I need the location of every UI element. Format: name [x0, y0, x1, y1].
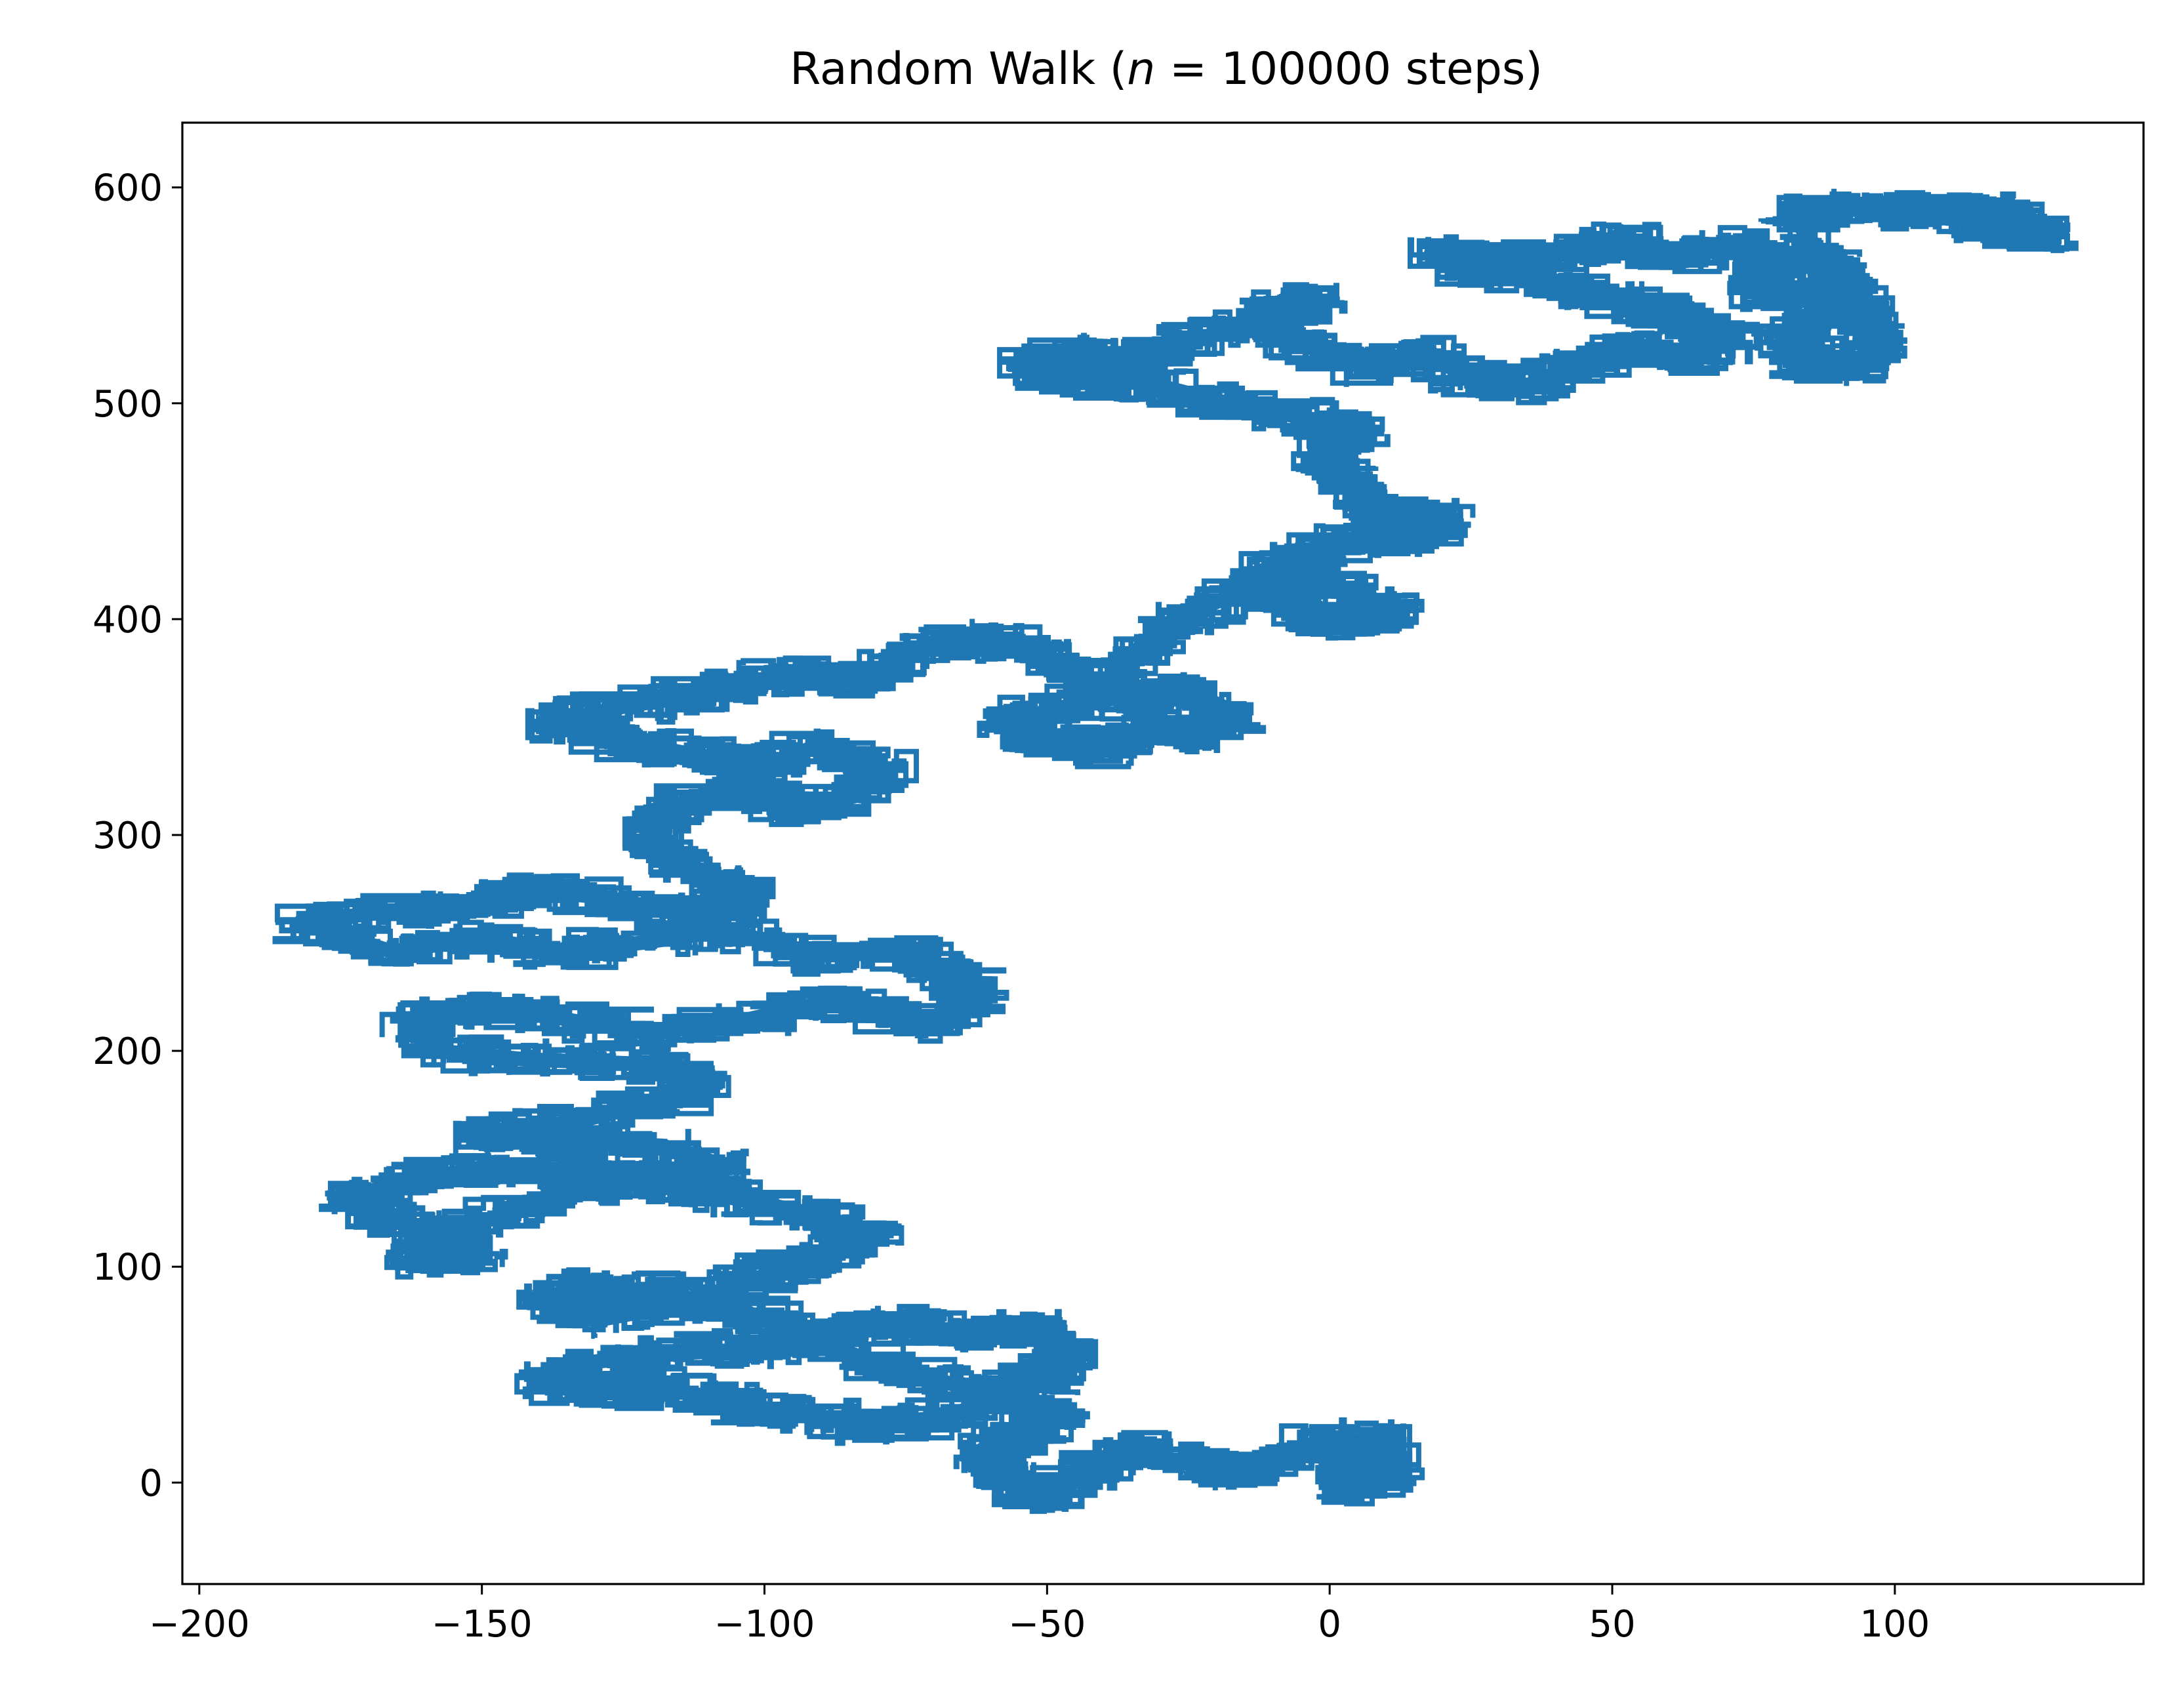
y-tick-label: 500 — [92, 383, 163, 426]
chart-title-variable: n — [1127, 43, 1155, 95]
y-tick-label: 300 — [92, 815, 163, 857]
axes-frame — [181, 121, 2145, 1585]
x-tick-label: −50 — [1008, 1603, 1086, 1646]
x-tick-label: −200 — [149, 1603, 250, 1646]
x-tick-label: 100 — [1860, 1603, 1930, 1646]
y-tick-label: 200 — [92, 1030, 163, 1073]
walk-trace-detail-2 — [272, 188, 2071, 1513]
y-tick-label: 600 — [92, 167, 163, 210]
x-tick-label: 50 — [1589, 1603, 1635, 1646]
x-tick-label: 0 — [1318, 1603, 1341, 1646]
chart-title-prefix: Random Walk ( — [790, 43, 1127, 95]
x-tick-label: −150 — [432, 1603, 533, 1646]
y-tick-label: 0 — [139, 1462, 163, 1505]
chart-title: Random Walk (n = 100000 steps) — [790, 43, 1543, 95]
y-tick-label: 400 — [92, 599, 163, 641]
axes: −200 −150 −100 −50 0 50 100 0 100 200 300 400 500 600 — [92, 121, 2145, 1646]
chart-title-suffix: = 100000 steps) — [1155, 43, 1542, 95]
x-tick-label: −100 — [714, 1603, 815, 1646]
plot-area — [272, 188, 2079, 1515]
y-tick-label: 100 — [92, 1246, 163, 1289]
